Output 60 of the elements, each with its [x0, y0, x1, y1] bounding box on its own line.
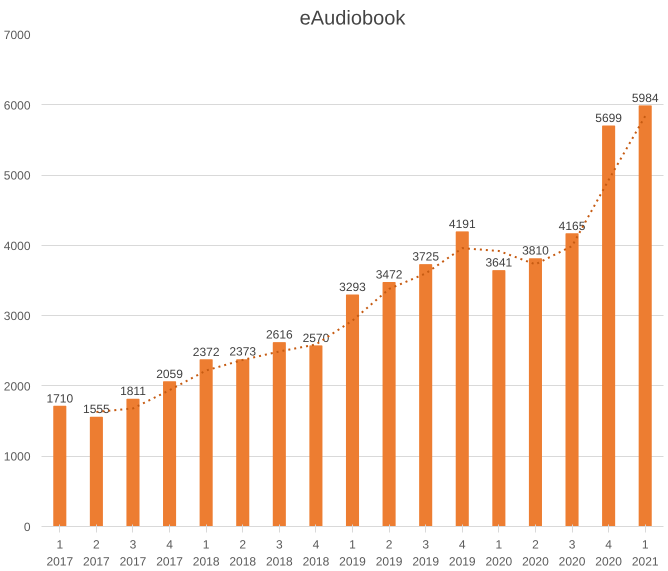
y-tick-label: 4000	[4, 238, 31, 253]
x-tick-label: 3 2018	[266, 538, 293, 568]
data-label: 2373	[229, 344, 256, 359]
bar	[53, 406, 66, 526]
y-tick-label: 2000	[4, 379, 31, 394]
y-tick-label: 1000	[4, 450, 31, 464]
data-label: 3293	[339, 280, 366, 294]
data-label: 1555	[83, 402, 110, 416]
y-tick-label: 7000	[4, 28, 31, 42]
x-tick-label: 2 2017	[83, 538, 110, 568]
data-label: 5699	[595, 110, 622, 125]
x-tick-label: 1 2018	[192, 538, 220, 568]
x-tick-label: 4 2017	[156, 538, 184, 568]
x-tick-label: 1 2021	[632, 538, 659, 568]
x-tick-label: 3 2019	[412, 538, 440, 568]
x-tick-label: 2 2020	[522, 538, 550, 568]
bar	[382, 282, 396, 526]
bar	[346, 294, 360, 526]
x-tick-label: 2 2018	[229, 538, 256, 568]
data-label: 4165	[558, 218, 586, 233]
bar	[492, 270, 506, 526]
data-label: 2372	[192, 344, 220, 359]
data-label: 5984	[632, 90, 659, 105]
data-label: 3810	[522, 244, 550, 258]
bar	[309, 345, 322, 526]
bar	[126, 398, 140, 526]
data-label: 2616	[266, 328, 293, 342]
data-label: 2059	[156, 366, 184, 381]
x-tick-label: 1 2020	[486, 538, 513, 568]
x-tick-label: 4 2020	[595, 538, 622, 568]
bar	[272, 342, 286, 526]
x-tick-label: 1 2017	[46, 538, 74, 568]
bar	[638, 105, 652, 526]
data-label: 3472	[376, 267, 403, 282]
y-tick-label: 0	[24, 520, 31, 534]
bar	[419, 264, 432, 526]
y-tick-label: 5000	[4, 168, 31, 183]
x-tick-label: 3 2020	[558, 538, 586, 568]
bar	[565, 233, 579, 526]
bar	[200, 359, 213, 526]
x-tick-label: 3 2017	[120, 538, 147, 568]
bar	[163, 381, 176, 526]
x-tick-label: 4 2019	[448, 538, 476, 568]
chart-title: eAudiobook	[300, 8, 406, 30]
x-tick-label: 4 2018	[302, 538, 330, 568]
bar	[602, 125, 616, 526]
data-label: 1811	[120, 384, 146, 398]
bar	[90, 416, 103, 526]
data-label: 1710	[46, 391, 74, 406]
data-label: 2570	[302, 330, 330, 345]
bar	[528, 258, 542, 526]
x-tick-label: 1 2019	[339, 538, 366, 568]
bar	[236, 359, 250, 526]
y-tick-label: 3000	[4, 309, 31, 324]
bar	[456, 231, 469, 526]
data-label: 4191	[448, 216, 476, 231]
x-tick-label: 2 2019	[376, 538, 403, 568]
data-label: 3725	[412, 250, 440, 264]
data-label: 3641	[486, 256, 513, 270]
y-tick-label: 6000	[4, 98, 31, 112]
